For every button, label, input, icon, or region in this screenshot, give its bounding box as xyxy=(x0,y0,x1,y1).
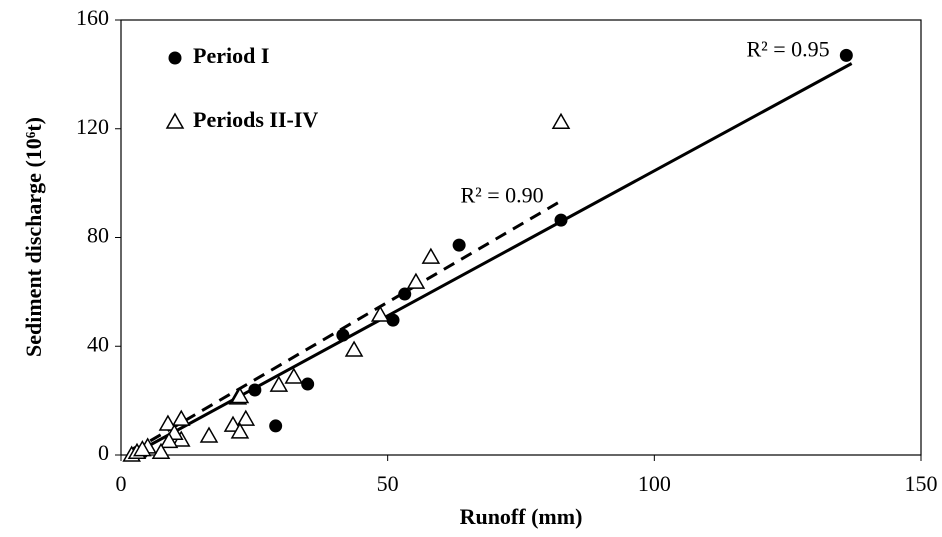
data-point xyxy=(839,48,853,62)
data-point xyxy=(336,328,350,342)
legend-marker xyxy=(165,112,185,129)
data-point xyxy=(171,409,191,426)
x-axis-title: Runoff (mm) xyxy=(460,504,583,529)
data-point xyxy=(151,442,171,460)
data-point xyxy=(398,287,412,301)
legend-label: Periods II-IV xyxy=(193,107,318,132)
data-point xyxy=(158,414,178,431)
data-point xyxy=(230,387,250,404)
data-point xyxy=(230,422,250,439)
x-tick-label: 50 xyxy=(377,471,399,496)
data-point xyxy=(199,426,219,443)
data-point xyxy=(406,272,426,289)
y-tick-label: 40 xyxy=(87,331,109,356)
legend-marker xyxy=(168,51,182,65)
x-tick-label: 150 xyxy=(905,471,938,496)
data-point xyxy=(551,112,571,129)
data-point xyxy=(133,440,152,457)
data-point xyxy=(159,431,179,449)
data-point xyxy=(344,340,364,357)
x-tick-label: 100 xyxy=(638,471,671,496)
data-point xyxy=(248,383,262,397)
y-tick-label: 160 xyxy=(76,5,109,30)
legend-label: Period I xyxy=(193,43,269,68)
r-squared-label: R² = 0.95 xyxy=(746,37,829,62)
trendline xyxy=(132,198,565,453)
data-point xyxy=(269,375,289,392)
data-point xyxy=(421,247,441,264)
data-point xyxy=(236,409,256,426)
y-tick-label: 120 xyxy=(76,114,109,139)
data-point xyxy=(284,367,304,384)
data-point xyxy=(301,377,315,391)
r-squared-label: R² = 0.90 xyxy=(460,182,543,207)
y-axis-title: Sediment discharge (10⁶t) xyxy=(21,117,46,357)
y-tick-label: 0 xyxy=(98,440,109,465)
data-point xyxy=(452,238,466,252)
x-tick-label: 0 xyxy=(116,471,127,496)
data-point xyxy=(269,419,283,433)
data-point xyxy=(370,305,390,322)
data-point xyxy=(386,313,400,327)
data-point xyxy=(554,213,568,227)
y-tick-label: 80 xyxy=(87,223,109,248)
